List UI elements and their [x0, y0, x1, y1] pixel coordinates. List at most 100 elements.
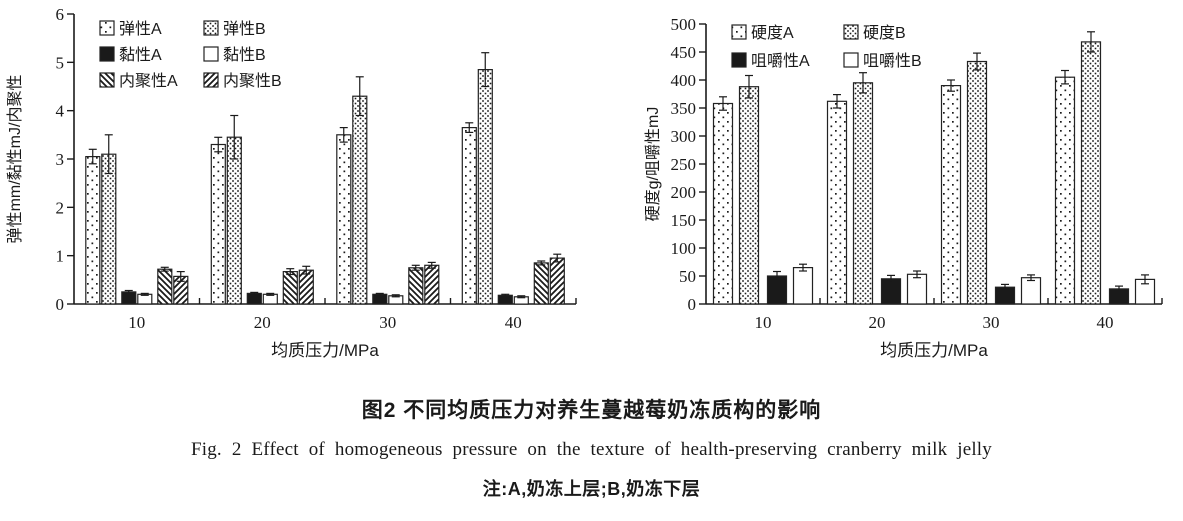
legend-label: 内聚性B: [223, 72, 282, 90]
bar: [533, 262, 549, 305]
figure-note: 注:A,奶冻上层;B,奶冻下层: [482, 479, 701, 499]
legend-swatch: [203, 20, 219, 36]
error-bar: [745, 74, 753, 99]
error-bar: [913, 270, 921, 279]
error-bar: [339, 126, 348, 143]
legend-label: 黏性A: [119, 46, 162, 64]
error-bar: [375, 292, 384, 296]
error-bar: [140, 292, 149, 296]
legend-swatch: [731, 52, 747, 68]
error-bar: [517, 295, 526, 299]
error-bar: [411, 264, 420, 271]
bar: [1080, 41, 1102, 305]
y-tick-label: 0: [56, 295, 65, 314]
y-tick-label: 6: [56, 5, 65, 24]
legend-swatch: [203, 46, 219, 62]
error-bar: [465, 122, 474, 133]
y-axis: 0 1 2 3 4 5 6 弹性mm/黏性mJ/内聚性: [6, 5, 75, 314]
error-bar: [230, 114, 239, 160]
error-bar: [427, 261, 436, 269]
legend-label: 硬度B: [863, 24, 906, 42]
bar: [210, 143, 226, 305]
bar: [966, 60, 988, 305]
error-bar: [302, 265, 311, 275]
error-bar: [286, 268, 295, 276]
bar: [826, 100, 848, 305]
legend-label: 弹性A: [119, 20, 162, 38]
x-tick-label: 30: [379, 313, 396, 332]
legend-swatch: [99, 72, 115, 88]
bar: [549, 257, 565, 305]
error-bar: [719, 96, 727, 111]
y-tick-label: 450: [671, 43, 697, 62]
x-axis-title: 均质压力/MPa: [880, 341, 988, 360]
legend-label: 弹性B: [223, 20, 266, 38]
y-tick-label: 3: [56, 150, 65, 169]
x-tick-label: 20: [254, 313, 271, 332]
right-chart-hardness: 0 50 100 150 200 250 300 350 400 450 500 硬度g/咀嚼性mJ 1…: [644, 2, 1176, 382]
bar: [101, 153, 117, 305]
y-tick-label: 50: [679, 267, 696, 286]
error-bar: [501, 293, 510, 297]
y-tick-label: 100: [671, 239, 697, 258]
figure-caption-cn: 图2 不同均质压力对养生蔓越莓奶冻质构的影响: [361, 399, 822, 422]
figure-caption-en: Fig. 2 Effect of homogeneous pressure on…: [190, 439, 992, 460]
error-bar: [88, 148, 97, 165]
y-tick-label: 300: [671, 127, 697, 146]
y-tick-label: 150: [671, 211, 697, 230]
bar: [738, 86, 760, 305]
legend-swatch: [203, 72, 219, 88]
bars: [85, 52, 565, 305]
bar: [712, 102, 734, 305]
y-axis: 0 50 100 150 200 250 300 350 400 450 500 硬度g/咀嚼性mJ: [644, 15, 707, 314]
legend-label: 硬度A: [751, 24, 794, 42]
legend-swatch: [99, 20, 115, 36]
x-tick-label: 30: [983, 313, 1000, 332]
y-tick-label: 400: [671, 71, 697, 90]
error-bar: [250, 291, 259, 295]
legend-label: 内聚性A: [119, 72, 178, 90]
bar: [1054, 76, 1076, 305]
bar: [408, 267, 424, 305]
error-bar: [773, 270, 781, 282]
caption-block: 图2 不同均质压力对养生蔓越莓奶冻质构的影响 Fig. 2 Effect of …: [0, 382, 1183, 501]
bar: [336, 134, 352, 305]
error-bar: [947, 79, 955, 92]
legend-swatch: [99, 46, 115, 62]
bar: [246, 292, 262, 305]
error-bar: [537, 260, 546, 266]
x-axis-title: 均质压力/MPa: [271, 341, 379, 360]
x-tick-label: 10: [755, 313, 772, 332]
error-bar: [266, 292, 275, 296]
y-tick-label: 0: [688, 295, 697, 314]
legend-label: 黏性B: [223, 46, 266, 64]
error-bar: [104, 134, 113, 175]
bar: [477, 68, 493, 305]
y-tick-label: 500: [671, 15, 697, 34]
y-tick-label: 1: [56, 247, 65, 266]
error-bar: [391, 294, 400, 298]
y-tick-label: 250: [671, 155, 697, 174]
x-axis: 10 20 30 40 均质压力/MPa: [706, 298, 1163, 360]
x-tick-label: 40: [1097, 313, 1114, 332]
error-bar: [481, 52, 490, 88]
error-bar: [1001, 283, 1009, 291]
bar: [461, 126, 477, 305]
bar: [1020, 277, 1042, 305]
y-axis-title: 弹性mm/黏性mJ/内聚性: [6, 75, 24, 244]
legend-swatch: [843, 24, 859, 40]
legend-label: 咀嚼性A: [751, 52, 810, 70]
legend: 硬度A 硬度B 咀嚼性A 咀嚼性B: [731, 24, 922, 70]
bar: [298, 269, 314, 305]
error-bar: [1115, 285, 1123, 293]
y-tick-label: 5: [56, 53, 65, 72]
bar: [940, 84, 962, 305]
bar: [352, 95, 368, 305]
x-tick-label: 10: [128, 313, 145, 332]
bar: [424, 264, 440, 305]
left-chart-texture: 0 1 2 3 4 5 6 弹性mm/黏性mJ/内聚性 10 20 30 40 均质压力/MPa 弹性A 弹…: [4, 2, 588, 382]
error-bar: [1087, 31, 1095, 53]
error-bar: [1027, 274, 1035, 282]
